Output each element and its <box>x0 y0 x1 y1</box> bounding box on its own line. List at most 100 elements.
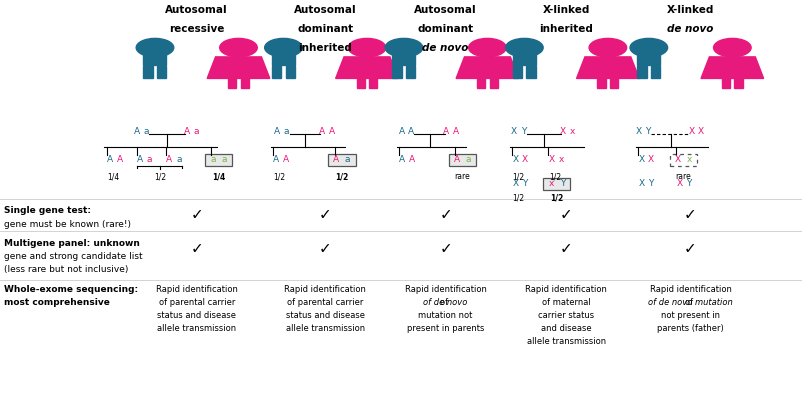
Text: Autosomal: Autosomal <box>294 5 356 15</box>
Polygon shape <box>700 57 763 79</box>
Text: X: X <box>510 127 516 135</box>
Text: X: X <box>638 179 644 188</box>
Text: x: x <box>549 179 553 188</box>
Text: allele transmission: allele transmission <box>157 324 236 333</box>
Text: 1/2: 1/2 <box>153 172 166 181</box>
Text: and disease: and disease <box>540 324 591 333</box>
Text: x: x <box>569 127 574 135</box>
Text: status and disease: status and disease <box>157 311 236 320</box>
Bar <box>637 66 646 79</box>
Text: ✓: ✓ <box>559 241 572 256</box>
Bar <box>356 79 364 88</box>
Text: A: A <box>328 127 334 135</box>
Bar <box>205 154 232 166</box>
Text: Multigene panel: unknown: Multigene panel: unknown <box>4 239 140 248</box>
Bar <box>392 50 415 65</box>
Circle shape <box>385 38 422 57</box>
Text: of: of <box>439 298 451 307</box>
Text: 1/2: 1/2 <box>335 172 348 181</box>
Text: Whole-exome sequencing:: Whole-exome sequencing: <box>4 285 138 294</box>
Text: X: X <box>634 127 641 135</box>
Text: 1/2: 1/2 <box>512 194 525 203</box>
Text: Y: Y <box>560 179 565 188</box>
Bar <box>448 154 476 166</box>
Text: Rapid identification: Rapid identification <box>525 285 606 294</box>
Text: gene and strong candidate list: gene and strong candidate list <box>4 252 143 261</box>
Text: ✓: ✓ <box>439 241 452 256</box>
Text: de novo: de novo <box>422 43 468 53</box>
Text: ✓: ✓ <box>683 241 696 256</box>
Text: rare: rare <box>454 172 470 181</box>
Bar <box>721 79 729 88</box>
Text: of parental carrier: of parental carrier <box>286 298 363 307</box>
Text: (less rare but not inclusive): (less rare but not inclusive) <box>4 265 128 274</box>
Text: 1/2: 1/2 <box>549 194 562 203</box>
Text: dominant: dominant <box>297 24 353 34</box>
Text: Rapid identification: Rapid identification <box>404 285 486 294</box>
Text: ✓: ✓ <box>439 207 452 222</box>
Text: X: X <box>521 156 528 164</box>
Text: A: A <box>136 156 143 164</box>
Text: X-linked: X-linked <box>542 5 589 15</box>
Text: 1/4: 1/4 <box>212 172 225 181</box>
Text: a: a <box>284 127 289 135</box>
Text: A: A <box>407 127 414 135</box>
Bar <box>610 79 618 88</box>
Circle shape <box>505 38 542 57</box>
Text: ✓: ✓ <box>318 207 331 222</box>
Text: a: a <box>221 156 226 164</box>
Bar <box>157 66 166 79</box>
Text: de novo: de novo <box>666 24 713 34</box>
Text: A: A <box>452 127 459 135</box>
Circle shape <box>348 38 385 57</box>
Text: ✓: ✓ <box>190 207 203 222</box>
Text: inherited: inherited <box>538 24 593 34</box>
Bar <box>669 154 696 166</box>
Circle shape <box>468 38 505 57</box>
Text: Rapid identification: Rapid identification <box>649 285 731 294</box>
Text: Y: Y <box>520 127 525 135</box>
Bar <box>369 79 377 88</box>
Text: allele transmission: allele transmission <box>286 324 364 333</box>
Text: allele transmission: allele transmission <box>526 337 605 346</box>
Text: A: A <box>282 156 289 164</box>
Bar <box>526 66 535 79</box>
Text: Single gene test:: Single gene test: <box>4 206 91 215</box>
Text: of parental carrier: of parental carrier <box>158 298 235 307</box>
Text: x: x <box>686 156 691 164</box>
Text: status and disease: status and disease <box>286 311 364 320</box>
Bar <box>406 66 415 79</box>
Text: A: A <box>398 127 404 135</box>
Text: A: A <box>184 127 190 135</box>
Text: X: X <box>647 156 654 164</box>
Circle shape <box>630 38 666 57</box>
Text: recessive: recessive <box>169 24 224 34</box>
Text: A: A <box>443 127 449 135</box>
Text: A: A <box>333 156 339 164</box>
Circle shape <box>220 38 257 57</box>
Text: A: A <box>273 127 280 135</box>
Text: Autosomal: Autosomal <box>414 5 476 15</box>
Text: a: a <box>176 156 181 164</box>
Circle shape <box>589 38 626 57</box>
Bar <box>392 66 401 79</box>
Text: a: a <box>194 127 199 135</box>
Text: carrier status: carrier status <box>537 311 593 320</box>
Text: X: X <box>674 156 680 164</box>
Text: parents (father): parents (father) <box>656 324 723 333</box>
Text: A: A <box>453 156 460 164</box>
Bar <box>542 178 569 190</box>
Text: X: X <box>512 156 518 164</box>
Bar <box>489 79 497 88</box>
Text: a: a <box>465 156 470 164</box>
Text: A: A <box>107 156 113 164</box>
Text: 1/2: 1/2 <box>273 172 286 181</box>
Text: Y: Y <box>648 179 653 188</box>
Text: X: X <box>638 156 644 164</box>
Text: x: x <box>558 156 563 164</box>
Text: X: X <box>548 156 554 164</box>
Bar <box>328 154 355 166</box>
Bar <box>228 79 236 88</box>
Circle shape <box>136 38 173 57</box>
Text: X: X <box>559 127 565 135</box>
